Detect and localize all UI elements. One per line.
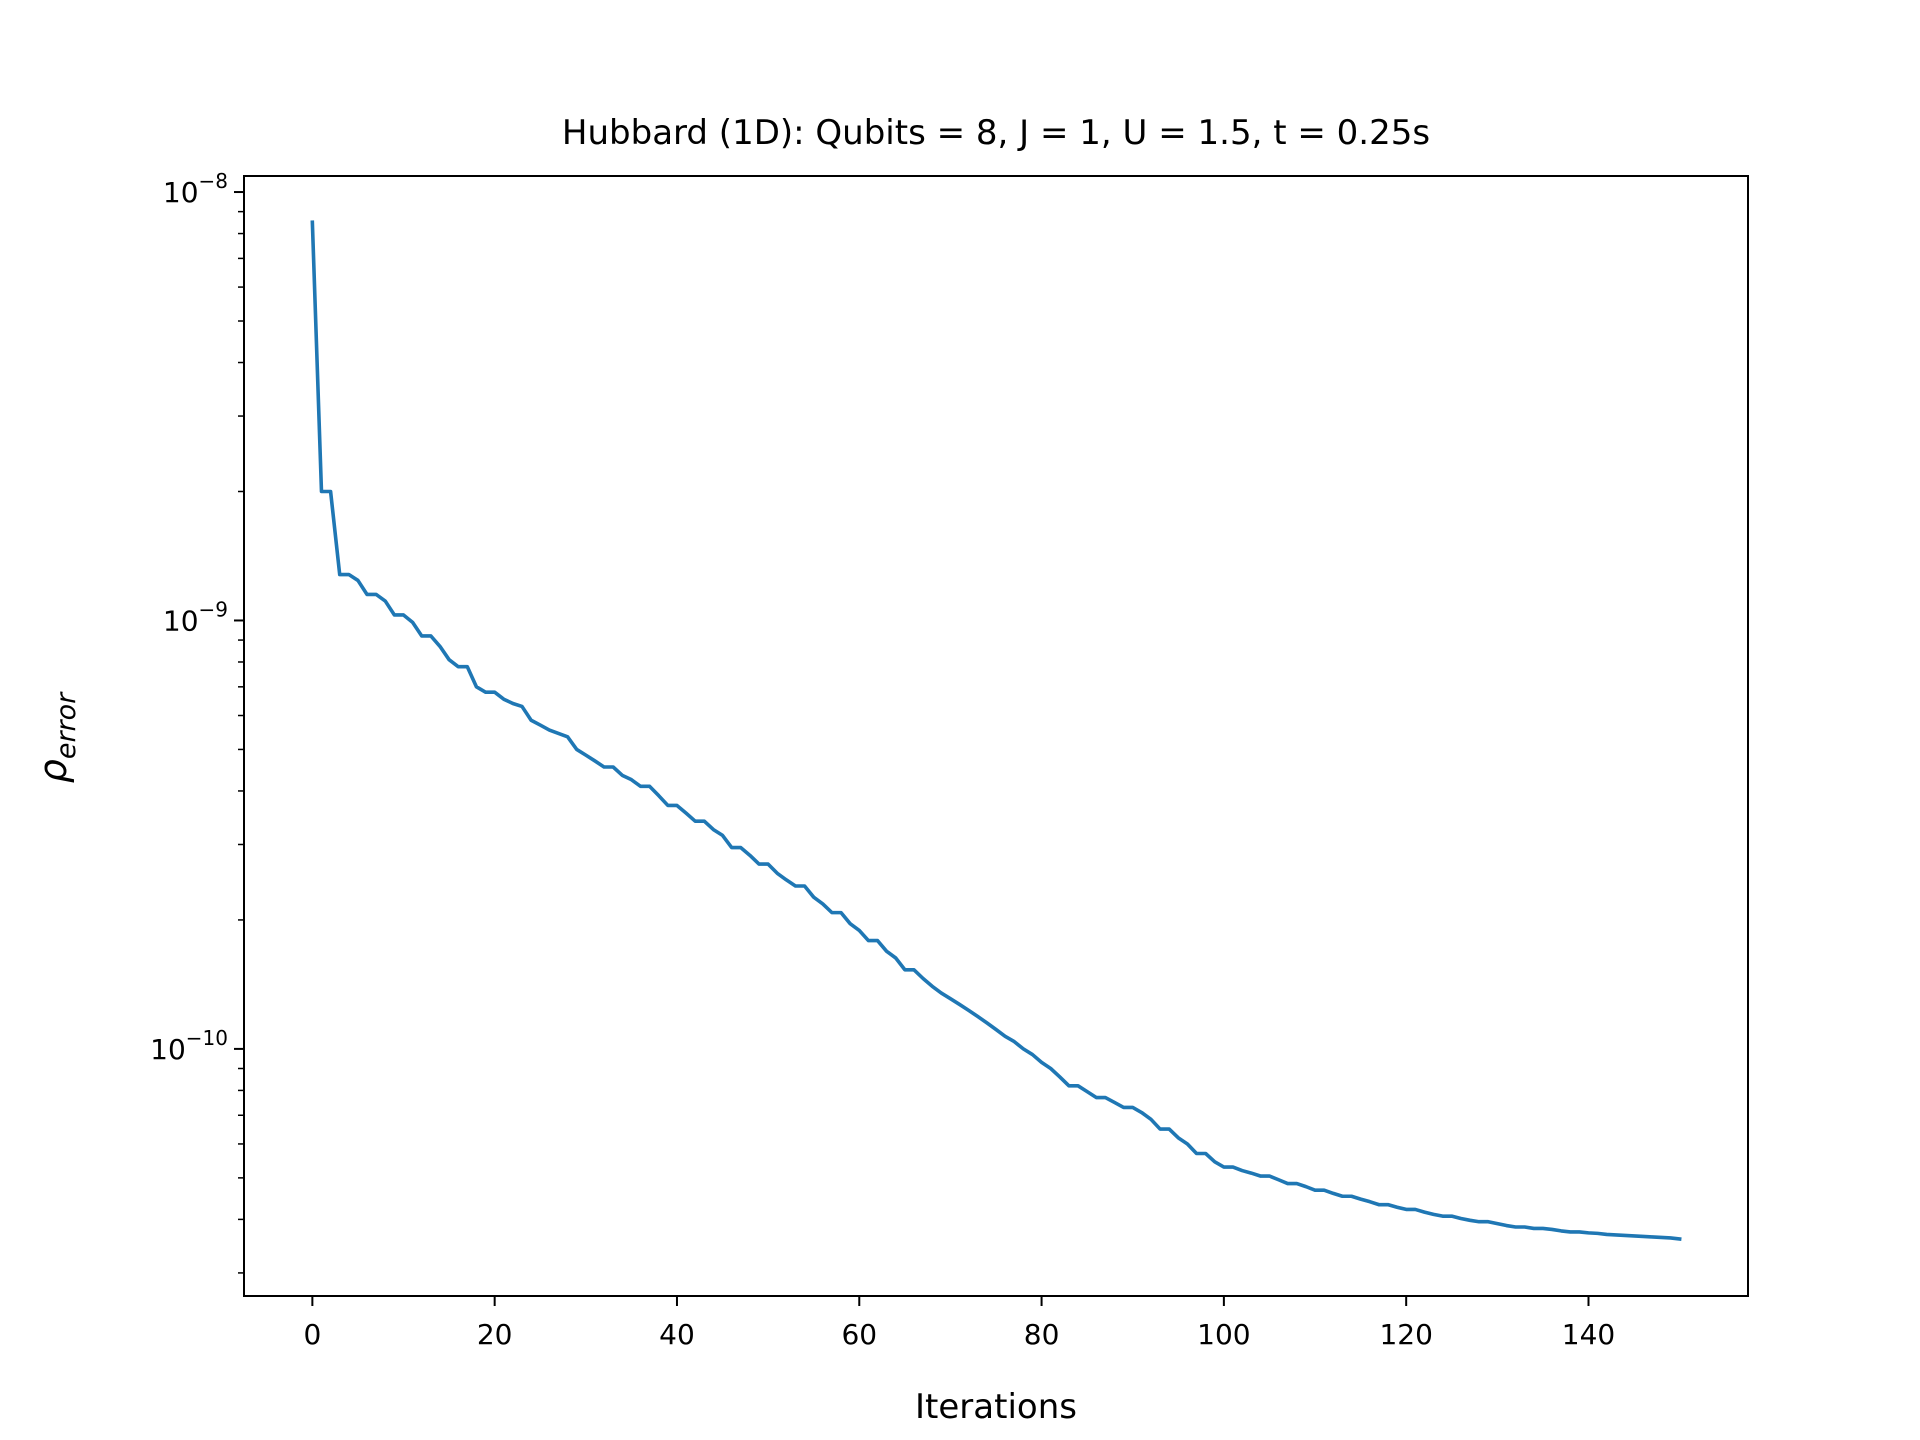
- x-tick-label: 40: [659, 1318, 695, 1351]
- x-tick-label: 20: [477, 1318, 513, 1351]
- series-layer: [310, 220, 1682, 1241]
- y-axis-label-subscript: error: [51, 691, 82, 759]
- tick-layer: 0 20 40 60 80 100 120 140 10−8 10−9 10−10: [150, 169, 1615, 1351]
- y-tick-label: 10−8: [163, 169, 228, 209]
- x-tick-label: 100: [1197, 1318, 1250, 1351]
- y-tick-label: 10−10: [150, 1026, 228, 1066]
- y-tick-label: 10−9: [163, 597, 228, 637]
- plot-frame: [243, 175, 1749, 1297]
- x-tick-label: 60: [841, 1318, 877, 1351]
- chart-title: Hubbard (1D): Qubits = 8, J = 1, U = 1.5…: [562, 113, 1430, 153]
- x-tick-label: 140: [1562, 1318, 1615, 1351]
- y-axis-label-base: ρ: [31, 759, 75, 783]
- x-tick-label: 120: [1379, 1318, 1432, 1351]
- y-axis-label: ρerror: [31, 691, 82, 783]
- series-line: [310, 220, 1682, 1241]
- x-axis-label: Iterations: [915, 1387, 1077, 1427]
- x-tick-label: 80: [1024, 1318, 1060, 1351]
- x-tick-label: 0: [303, 1318, 321, 1351]
